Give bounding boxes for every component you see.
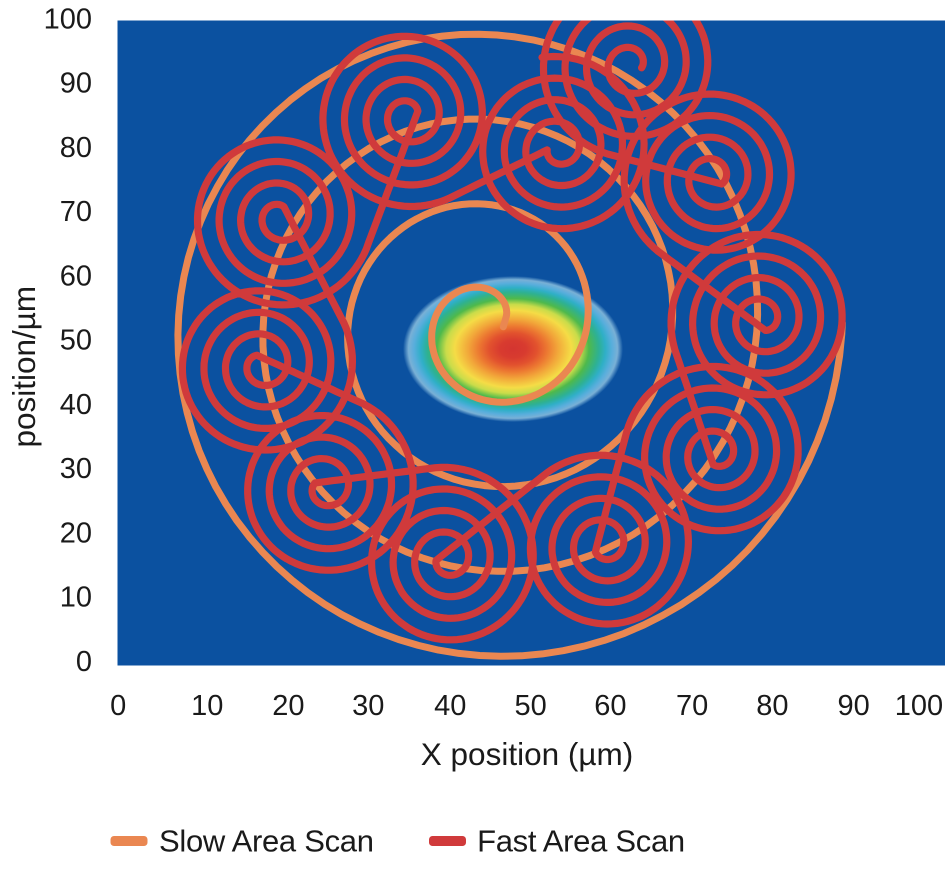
svg-text:100: 100 <box>895 690 943 722</box>
svg-text:Fast Area Scan: Fast Area Scan <box>477 824 685 859</box>
svg-text:50: 50 <box>60 325 92 357</box>
svg-text:80: 80 <box>756 690 788 722</box>
svg-text:position/µm: position/µm <box>6 286 42 448</box>
svg-text:0: 0 <box>110 690 126 722</box>
svg-text:50: 50 <box>514 690 546 722</box>
svg-text:60: 60 <box>594 690 626 722</box>
svg-text:100: 100 <box>44 3 92 35</box>
svg-text:30: 30 <box>60 453 92 485</box>
svg-text:80: 80 <box>60 132 92 164</box>
svg-text:70: 70 <box>60 196 92 228</box>
svg-text:10: 10 <box>191 690 223 722</box>
svg-text:0: 0 <box>76 646 92 678</box>
svg-text:90: 90 <box>837 690 869 722</box>
svg-text:40: 40 <box>434 690 466 722</box>
svg-text:20: 20 <box>60 518 92 550</box>
svg-text:10: 10 <box>60 582 92 614</box>
svg-text:Slow Area Scan: Slow Area Scan <box>159 824 374 859</box>
svg-text:40: 40 <box>60 389 92 421</box>
svg-text:20: 20 <box>272 690 304 722</box>
svg-text:60: 60 <box>60 260 92 292</box>
svg-text:90: 90 <box>60 68 92 100</box>
svg-text:X position (µm): X position (µm) <box>421 736 633 772</box>
svg-text:30: 30 <box>352 690 384 722</box>
svg-text:70: 70 <box>676 690 708 722</box>
